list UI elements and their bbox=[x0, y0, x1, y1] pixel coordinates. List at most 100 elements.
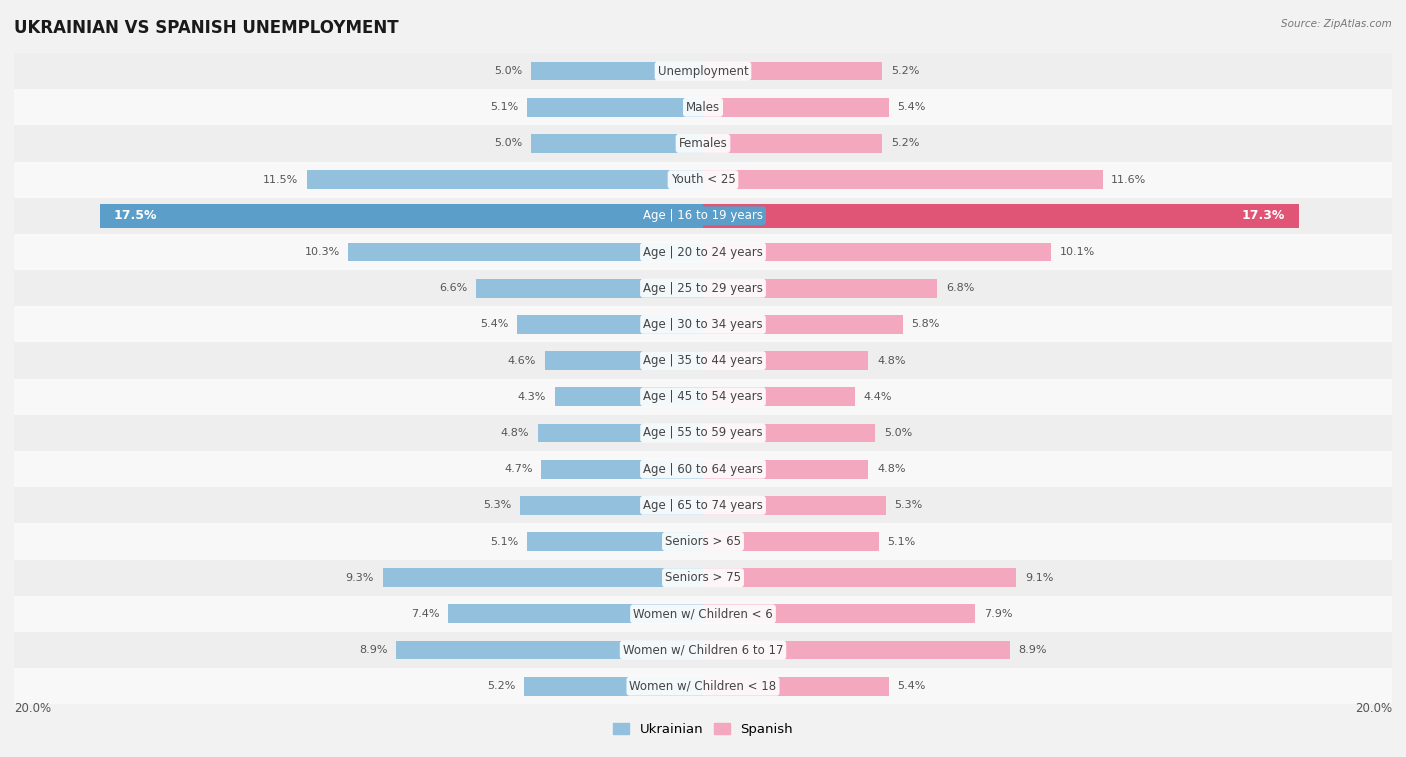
Text: 5.3%: 5.3% bbox=[484, 500, 512, 510]
Text: 5.1%: 5.1% bbox=[491, 537, 519, 547]
Text: Males: Males bbox=[686, 101, 720, 114]
Bar bbox=[14, 198, 1392, 234]
Text: 4.3%: 4.3% bbox=[517, 392, 547, 402]
Bar bbox=[703, 496, 886, 515]
Text: 8.9%: 8.9% bbox=[1018, 645, 1046, 655]
Text: Seniors > 75: Seniors > 75 bbox=[665, 572, 741, 584]
Bar bbox=[14, 378, 1392, 415]
Bar bbox=[14, 632, 1392, 668]
Text: 11.6%: 11.6% bbox=[1111, 175, 1146, 185]
Text: 7.9%: 7.9% bbox=[984, 609, 1012, 619]
Bar bbox=[703, 388, 855, 407]
Text: Seniors > 65: Seniors > 65 bbox=[665, 535, 741, 548]
Text: 5.0%: 5.0% bbox=[494, 66, 522, 76]
Bar bbox=[703, 569, 1017, 587]
Text: 6.8%: 6.8% bbox=[946, 283, 974, 293]
Bar bbox=[14, 559, 1392, 596]
Text: 5.4%: 5.4% bbox=[897, 681, 927, 691]
Text: 5.4%: 5.4% bbox=[479, 319, 509, 329]
Bar bbox=[703, 605, 976, 623]
Text: Youth < 25: Youth < 25 bbox=[671, 173, 735, 186]
Bar bbox=[14, 161, 1392, 198]
Bar bbox=[14, 415, 1392, 451]
Text: Females: Females bbox=[679, 137, 727, 150]
Bar bbox=[520, 496, 703, 515]
Bar bbox=[527, 532, 703, 551]
Bar bbox=[703, 351, 869, 370]
Text: 7.4%: 7.4% bbox=[411, 609, 440, 619]
Bar bbox=[703, 204, 1299, 228]
Text: 4.7%: 4.7% bbox=[503, 464, 533, 474]
Bar bbox=[14, 342, 1392, 378]
Text: Age | 25 to 29 years: Age | 25 to 29 years bbox=[643, 282, 763, 294]
Bar bbox=[517, 315, 703, 334]
Bar bbox=[544, 351, 703, 370]
Text: 4.8%: 4.8% bbox=[501, 428, 529, 438]
Bar bbox=[541, 459, 703, 478]
Text: 10.3%: 10.3% bbox=[304, 247, 340, 257]
Text: Age | 55 to 59 years: Age | 55 to 59 years bbox=[643, 426, 763, 440]
Text: 17.3%: 17.3% bbox=[1241, 210, 1285, 223]
Bar bbox=[531, 134, 703, 153]
Bar bbox=[14, 596, 1392, 632]
Text: 5.0%: 5.0% bbox=[884, 428, 912, 438]
Bar bbox=[475, 279, 703, 298]
Text: 5.1%: 5.1% bbox=[491, 102, 519, 112]
Text: 17.5%: 17.5% bbox=[114, 210, 157, 223]
Text: Women w/ Children < 18: Women w/ Children < 18 bbox=[630, 680, 776, 693]
Text: Age | 45 to 54 years: Age | 45 to 54 years bbox=[643, 391, 763, 403]
Bar bbox=[703, 134, 882, 153]
Text: Age | 20 to 24 years: Age | 20 to 24 years bbox=[643, 245, 763, 258]
Text: 5.2%: 5.2% bbox=[891, 66, 920, 76]
Bar bbox=[703, 423, 875, 442]
Bar bbox=[307, 170, 703, 189]
Bar bbox=[14, 523, 1392, 559]
Bar bbox=[14, 234, 1392, 270]
Text: UKRAINIAN VS SPANISH UNEMPLOYMENT: UKRAINIAN VS SPANISH UNEMPLOYMENT bbox=[14, 19, 399, 37]
Text: 4.8%: 4.8% bbox=[877, 356, 905, 366]
Text: 20.0%: 20.0% bbox=[14, 702, 51, 715]
Bar bbox=[396, 640, 703, 659]
Text: 5.2%: 5.2% bbox=[486, 681, 515, 691]
Text: Unemployment: Unemployment bbox=[658, 64, 748, 77]
Text: Women w/ Children < 6: Women w/ Children < 6 bbox=[633, 607, 773, 621]
Text: 10.1%: 10.1% bbox=[1060, 247, 1095, 257]
Text: 20.0%: 20.0% bbox=[1355, 702, 1392, 715]
Text: 4.8%: 4.8% bbox=[877, 464, 905, 474]
Text: 9.3%: 9.3% bbox=[346, 573, 374, 583]
Bar bbox=[703, 677, 889, 696]
Text: Age | 65 to 74 years: Age | 65 to 74 years bbox=[643, 499, 763, 512]
Bar bbox=[537, 423, 703, 442]
Text: Age | 35 to 44 years: Age | 35 to 44 years bbox=[643, 354, 763, 367]
Bar bbox=[14, 126, 1392, 161]
Bar bbox=[14, 668, 1392, 704]
Text: 6.6%: 6.6% bbox=[439, 283, 467, 293]
Bar bbox=[703, 640, 1010, 659]
Legend: Ukrainian, Spanish: Ukrainian, Spanish bbox=[607, 718, 799, 741]
Text: Age | 60 to 64 years: Age | 60 to 64 years bbox=[643, 463, 763, 475]
Text: 5.0%: 5.0% bbox=[494, 139, 522, 148]
Text: 5.4%: 5.4% bbox=[897, 102, 927, 112]
Bar bbox=[703, 315, 903, 334]
Text: Women w/ Children 6 to 17: Women w/ Children 6 to 17 bbox=[623, 643, 783, 656]
Bar bbox=[703, 98, 889, 117]
Text: 5.2%: 5.2% bbox=[891, 139, 920, 148]
Bar bbox=[14, 451, 1392, 488]
Text: 8.9%: 8.9% bbox=[360, 645, 388, 655]
Text: 5.8%: 5.8% bbox=[911, 319, 939, 329]
Bar bbox=[703, 459, 869, 478]
Bar bbox=[703, 170, 1102, 189]
Bar bbox=[703, 279, 938, 298]
Text: 9.1%: 9.1% bbox=[1025, 573, 1053, 583]
Bar bbox=[349, 242, 703, 261]
Bar bbox=[14, 89, 1392, 126]
Bar bbox=[449, 605, 703, 623]
Bar bbox=[555, 388, 703, 407]
Bar bbox=[14, 53, 1392, 89]
Text: 11.5%: 11.5% bbox=[263, 175, 298, 185]
Bar bbox=[100, 204, 703, 228]
Text: 5.3%: 5.3% bbox=[894, 500, 922, 510]
Bar bbox=[703, 61, 882, 80]
Bar bbox=[703, 532, 879, 551]
Bar bbox=[14, 307, 1392, 342]
